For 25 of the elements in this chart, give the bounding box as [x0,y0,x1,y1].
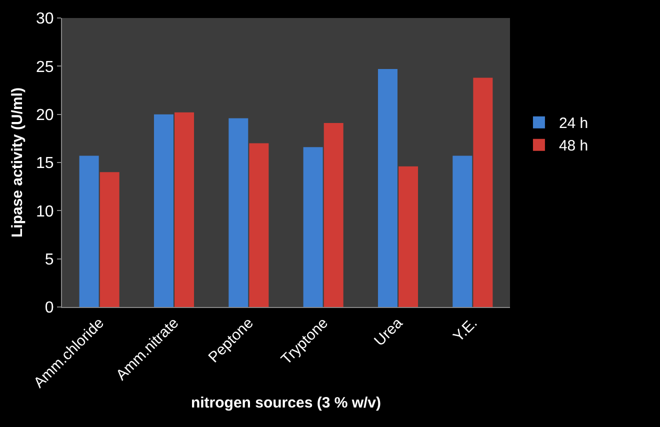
bar [452,156,472,307]
y-tick-label: 10 [36,203,54,220]
bar [154,114,174,307]
bar [174,112,194,307]
y-tick-label: 30 [36,10,54,28]
bar [398,166,418,307]
bar [324,123,344,307]
y-tick-label: 20 [36,106,54,124]
y-tick-label: 5 [44,251,54,268]
bar [79,156,99,307]
bar [473,78,493,307]
bar [378,69,398,307]
x-tick-label: Urea [371,314,407,350]
x-axis-title: nitrogen sources (3 % w/v) [190,394,382,412]
bar [303,147,323,307]
y-tick-label: 15 [36,155,54,172]
legend-label: 24 h [558,115,588,132]
y-tick-label: 25 [36,58,54,76]
y-axis-title: Lipase activity (U/ml) [9,87,26,238]
y-tick-label: 0 [44,300,54,317]
bar [249,143,269,307]
x-tick-label: Y.E. [450,314,481,346]
legend-label: 48 h [558,138,588,155]
bar [228,118,248,307]
bar [100,172,120,307]
